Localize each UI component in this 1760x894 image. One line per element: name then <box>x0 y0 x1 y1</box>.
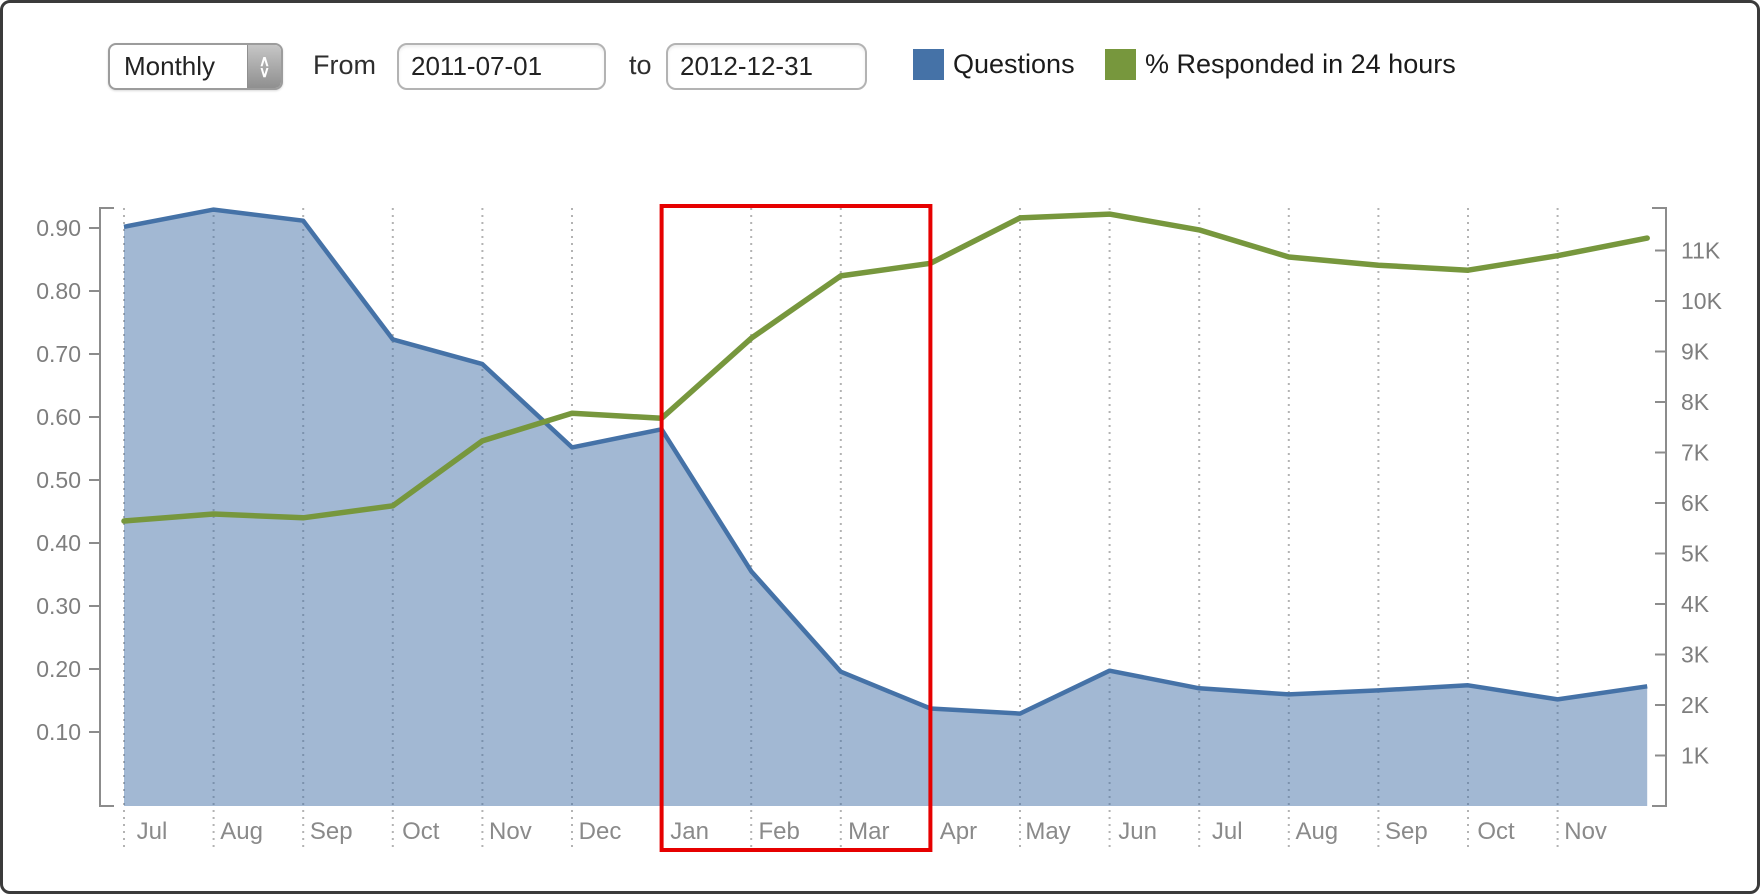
svg-text:Jun: Jun <box>1118 818 1157 845</box>
questions-legend-swatch <box>913 49 944 80</box>
svg-text:4K: 4K <box>1681 591 1710 617</box>
questions-area <box>124 209 1648 807</box>
svg-text:Apr: Apr <box>940 818 977 845</box>
svg-text:10K: 10K <box>1681 288 1723 314</box>
svg-text:0.50: 0.50 <box>36 467 81 493</box>
right-axis-labels: 1K 2K 3K 4K 5K 6K 7K 8K 9K 10K 11K <box>1681 238 1723 769</box>
svg-text:May: May <box>1025 818 1070 845</box>
svg-text:Mar: Mar <box>848 818 889 845</box>
svg-text:0.90: 0.90 <box>36 215 81 241</box>
chart-canvas: 0.10 0.20 0.30 0.40 0.50 0.60 0.70 0.80 0.90 1K 2K… <box>36 204 1723 852</box>
svg-text:Aug: Aug <box>1295 818 1338 845</box>
svg-text:0.40: 0.40 <box>36 530 81 556</box>
svg-text:5K: 5K <box>1681 541 1710 567</box>
legend-item-questions[interactable]: Questions <box>913 49 1075 80</box>
responded-legend-label: % Responded in 24 hours <box>1145 49 1456 79</box>
month-labels: Jul Aug Sep Oct Nov Dec Jan Feb Mar Apr May Jun Jul A… <box>137 818 1607 845</box>
to-date-input[interactable] <box>666 43 867 90</box>
svg-text:Oct: Oct <box>1477 818 1515 845</box>
highlight-box <box>659 204 933 852</box>
interval-select-value: Monthly <box>124 51 216 81</box>
chevron-up-icon: ∧ <box>259 52 270 70</box>
svg-text:7K: 7K <box>1681 440 1710 466</box>
select-stepper-icon: ∧ ∨ <box>247 45 281 88</box>
svg-text:0.70: 0.70 <box>36 341 81 367</box>
left-axis-labels: 0.10 0.20 0.30 0.40 0.50 0.60 0.70 0.80 0.90 <box>36 215 81 745</box>
from-date-input[interactable] <box>397 43 606 90</box>
to-label: to <box>629 50 652 80</box>
responded-line <box>121 211 1650 524</box>
svg-text:Jan: Jan <box>670 818 709 845</box>
svg-text:Sep: Sep <box>310 818 353 845</box>
svg-text:Feb: Feb <box>759 818 800 845</box>
responded-legend-swatch <box>1105 49 1136 80</box>
questions-line <box>123 207 1648 716</box>
svg-text:1K: 1K <box>1681 743 1710 769</box>
svg-text:Jul: Jul <box>1212 818 1243 845</box>
svg-text:11K: 11K <box>1681 238 1721 264</box>
svg-text:9K: 9K <box>1681 339 1710 365</box>
svg-text:0.10: 0.10 <box>36 719 81 745</box>
toolbar: Monthly ∧ ∨ From to Questions % Responde… <box>3 3 1757 123</box>
interval-select[interactable]: Monthly ∧ ∨ <box>108 43 283 90</box>
svg-text:Sep: Sep <box>1385 818 1428 845</box>
svg-text:0.60: 0.60 <box>36 404 81 430</box>
svg-text:Jul: Jul <box>137 818 168 845</box>
svg-text:0.80: 0.80 <box>36 278 81 304</box>
svg-text:Nov: Nov <box>489 818 532 845</box>
svg-text:0.30: 0.30 <box>36 593 81 619</box>
svg-text:2K: 2K <box>1681 692 1710 718</box>
svg-text:Nov: Nov <box>1564 818 1607 845</box>
questions-legend-label: Questions <box>953 49 1075 79</box>
from-label: From <box>313 50 376 80</box>
chevron-down-icon: ∨ <box>259 63 270 81</box>
axes <box>89 207 1667 807</box>
svg-text:8K: 8K <box>1681 389 1710 415</box>
svg-text:0.20: 0.20 <box>36 656 81 682</box>
svg-text:6K: 6K <box>1681 490 1710 516</box>
svg-text:Oct: Oct <box>402 818 440 845</box>
svg-text:3K: 3K <box>1681 642 1710 668</box>
legend-item-responded[interactable]: % Responded in 24 hours <box>1105 49 1456 80</box>
svg-text:Aug: Aug <box>220 818 263 845</box>
svg-text:Dec: Dec <box>579 818 622 845</box>
